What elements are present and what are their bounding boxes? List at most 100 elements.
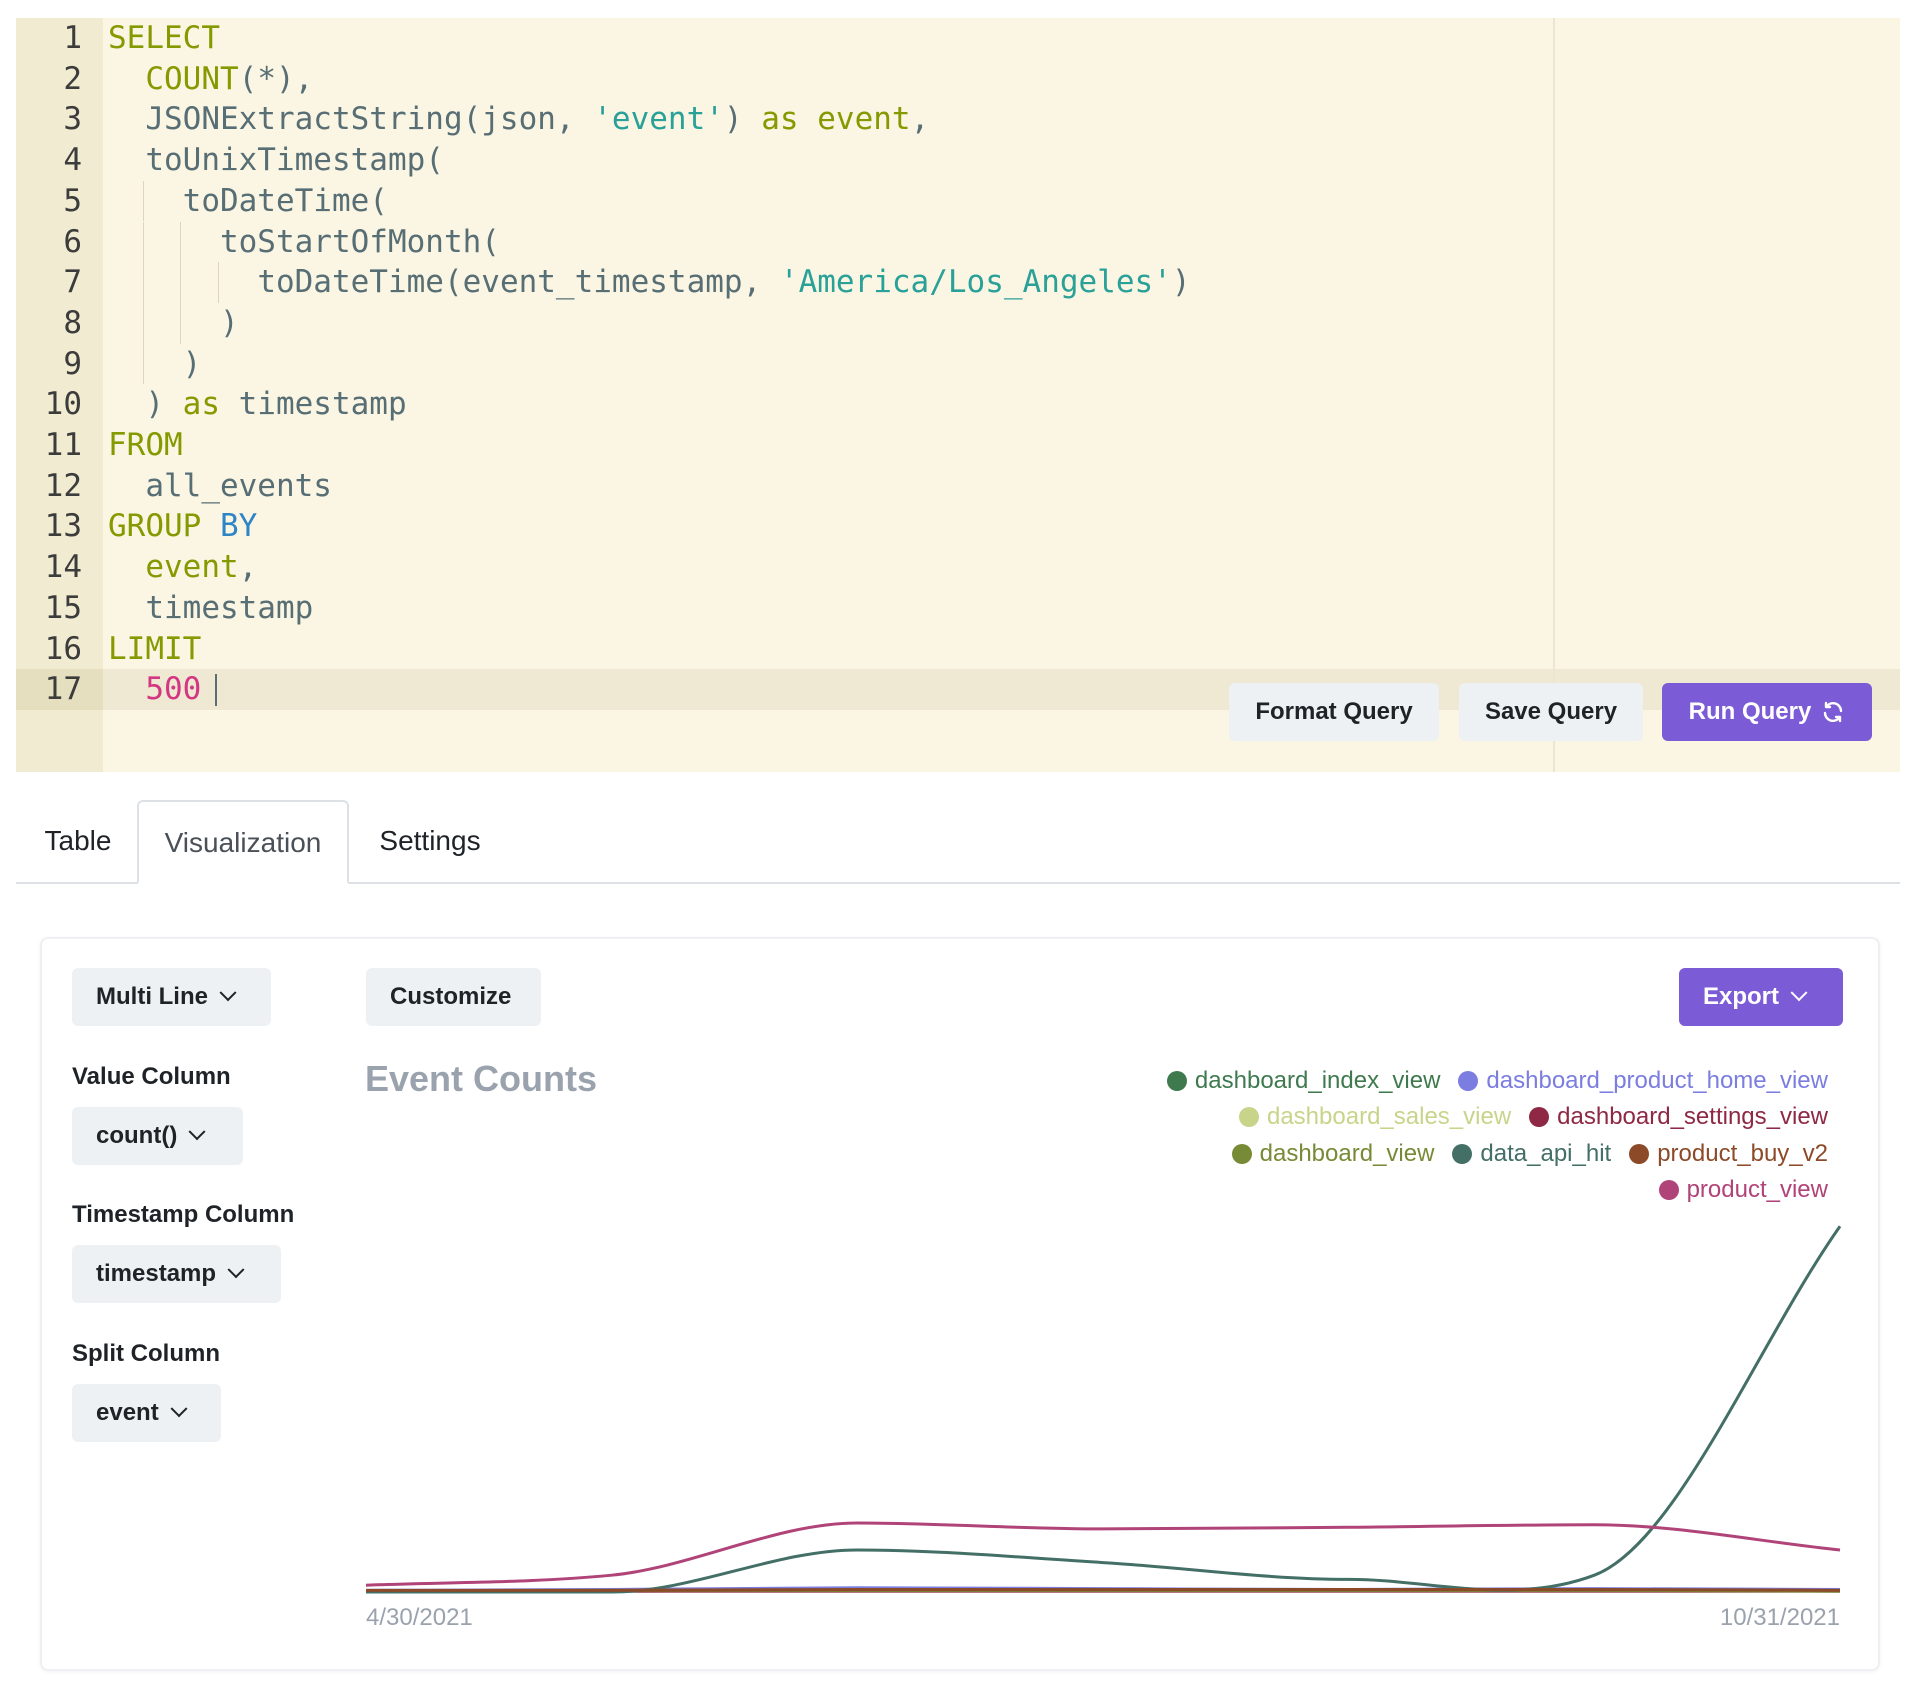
legend-item[interactable]: dashboard_product_home_view [1458,1067,1828,1095]
code-text: all_events [108,466,332,507]
legend-item[interactable]: dashboard_sales_view [1238,1103,1511,1131]
sql-editor[interactable]: 1 SELECT 2 COUNT(*), 3 JSONExtractString(js… [16,18,1900,772]
line-number: 17 [44,671,82,708]
code-token: as [761,101,799,138]
code-text: toDateTime(event_timestamp, 'America/Los… [108,262,1191,303]
code-token: timestamp [145,589,314,626]
legend-item[interactable]: product_view [1658,1176,1828,1204]
legend-item[interactable]: dashboard_view [1231,1140,1435,1168]
split-column-value: event [96,1399,159,1426]
chart-type-dropdown[interactable]: Multi Line [72,968,271,1026]
legend-label: product_view [1686,1176,1828,1203]
save-query-button[interactable]: Save Query [1459,683,1643,741]
code-text: toDateTime( [108,181,388,222]
legend-dot-icon [1166,1071,1187,1091]
chart-title: Event Counts [365,1058,598,1099]
code-text: ) [108,344,202,385]
indent-guide [180,302,182,344]
indent-guide [143,180,145,222]
legend-label: dashboard_settings_view [1557,1103,1828,1130]
code-token: SELECT [108,20,220,56]
legend-dot-icon [1238,1107,1259,1127]
code-text: ) as timestamp [108,384,407,425]
customize-label: Customize [390,983,512,1010]
code-text: JSONExtractString(json, 'event') as even… [108,99,929,140]
code-text: toUnixTimestamp( [108,140,444,181]
code-text: ) [108,303,239,344]
legend-dot-icon [1629,1144,1650,1164]
code-token: ) [182,345,202,382]
legend-dot-icon [1458,1071,1479,1091]
chart-type-value: Multi Line [96,983,208,1010]
legend-dot-icon [1231,1144,1252,1164]
line-number: 9 [63,345,82,382]
export-button[interactable]: Export [1679,968,1843,1026]
format-query-label: Format Query [1255,698,1413,725]
series-line-product_view [365,1521,1841,1587]
code-token: ) [723,101,762,138]
line-number-gutter [16,18,103,772]
code-text: LIMIT [108,629,201,670]
tab-settings[interactable]: Settings [379,825,481,856]
legend-label: dashboard_index_view [1194,1067,1441,1094]
tab-table[interactable]: Table [44,825,112,856]
legend-label: dashboard_product_home_view [1486,1067,1828,1094]
code-token: timestamp [219,386,407,423]
visualization-panel [40,937,1880,1671]
code-text: SELECT [108,18,220,59]
code-token: ) [1171,264,1191,301]
legend-label: product_buy_v2 [1657,1140,1828,1167]
series-line-data_api_hit [366,1225,1842,1594]
split-column-dropdown[interactable]: event [72,1384,221,1442]
code-text: GROUP BY [108,506,257,547]
indent-guide [143,221,145,263]
code-token: 'America/Los_Angeles' [779,264,1172,301]
line-number: 7 [63,264,82,301]
timestamp-column-dropdown[interactable]: timestamp [72,1245,281,1303]
value-column-dropdown[interactable]: count() [72,1107,243,1165]
code-token: FROM [108,427,183,463]
indent-guide [143,262,145,303]
customize-button[interactable]: Customize [366,968,541,1026]
line-number: 13 [44,508,82,545]
code-text: FROM [108,425,183,466]
legend-item[interactable]: dashboard_settings_view [1529,1103,1828,1131]
code-token: 'event' [593,101,724,138]
code-token: event [145,549,239,586]
line-number: 8 [63,304,82,341]
legend-item[interactable]: data_api_hit [1452,1140,1611,1168]
timestamp-column-label: Timestamp Column [72,1201,295,1228]
code-token: 500 [145,671,202,708]
run-query-label: Run Query [1688,698,1812,725]
code-token: as [182,386,220,423]
refresh-icon [1821,700,1845,724]
format-query-button[interactable]: Format Query [1229,683,1439,741]
legend-item[interactable]: dashboard_index_view [1166,1067,1441,1095]
code-token: JSONExtractString(json, [145,101,594,138]
line-number: 6 [63,223,82,260]
active-line-gutter-highlight [16,669,103,710]
legend-item[interactable]: product_buy_v2 [1629,1140,1828,1168]
run-query-button[interactable]: Run Query [1662,683,1872,741]
indent-guide [143,302,145,344]
line-number: 11 [44,427,82,463]
tab-visualization[interactable]: Visualization [137,800,349,884]
code-token: ) [219,304,239,341]
code-token: , [238,549,258,586]
line-number: 3 [63,101,82,138]
code-token: GROUP [108,508,202,545]
code-token: (*), [238,60,314,97]
save-query-label: Save Query [1484,698,1618,725]
legend-label: dashboard_view [1259,1140,1435,1167]
code-token: toUnixTimestamp( [145,142,444,179]
code-token: all_events [145,467,332,504]
code-text: toStartOfMonth( [108,222,500,263]
legend-label: data_api_hit [1480,1140,1612,1167]
text-cursor [215,674,217,706]
line-number: 1 [63,20,82,56]
x-tick-label: 4/30/2021 [366,1604,473,1631]
legend-dot-icon [1529,1107,1550,1127]
value-column-label: Value Column [72,1063,231,1090]
legend-dot-icon [1658,1180,1679,1200]
